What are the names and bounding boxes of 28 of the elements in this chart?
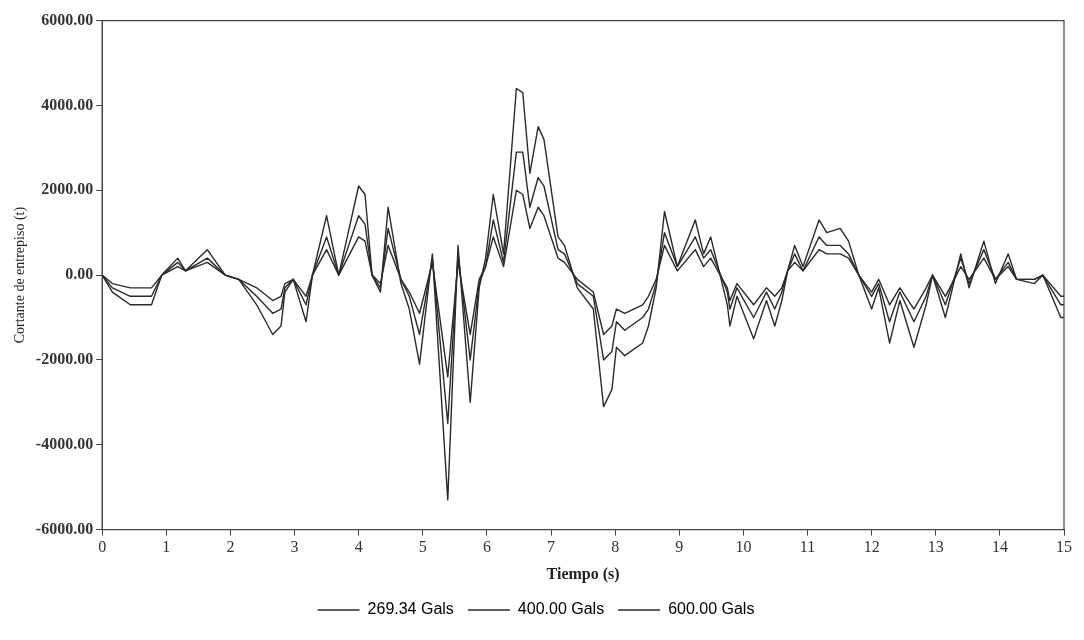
x-tick-label: 8: [611, 538, 620, 556]
x-tick-label: 11: [799, 538, 816, 556]
x-tick-label: 4: [354, 538, 363, 556]
legend-label: 400.00 Gals: [517, 600, 605, 618]
y-tick-label: 2000.00: [41, 180, 94, 198]
x-tick-label: 5: [418, 538, 427, 556]
x-tick-label: 2: [226, 538, 235, 556]
x-tick-label: 15: [1056, 538, 1072, 556]
y-tick-label: 0.00: [65, 265, 94, 283]
legend-label: 269.34 Gals: [367, 600, 454, 618]
x-tick-label: 6: [482, 538, 491, 556]
legend-label: 600.00 Gals: [668, 600, 755, 618]
x-tick-label: 9: [675, 538, 684, 556]
y-tick-label: 6000.00: [41, 10, 94, 28]
y-tick-label: 4000.00: [41, 95, 94, 113]
x-tick-label: 7: [547, 538, 555, 556]
x-tick-label: 13: [927, 538, 944, 556]
y-tick-label: -4000.00: [35, 434, 94, 452]
x-tick-label: 0: [98, 538, 107, 556]
x-tick-label: 14: [991, 538, 1008, 556]
y-axis-title: Cortante de entrepiso (t): [12, 206, 29, 344]
x-tick-label: 1: [162, 538, 171, 556]
y-tick-label: -6000.00: [35, 519, 94, 537]
x-tick-label: 12: [863, 538, 880, 556]
x-tick-label: 10: [735, 538, 752, 556]
y-tick-label: -2000.00: [35, 350, 94, 368]
x-tick-label: 3: [290, 538, 299, 556]
x-axis-title: Tiempo (s): [546, 564, 620, 583]
